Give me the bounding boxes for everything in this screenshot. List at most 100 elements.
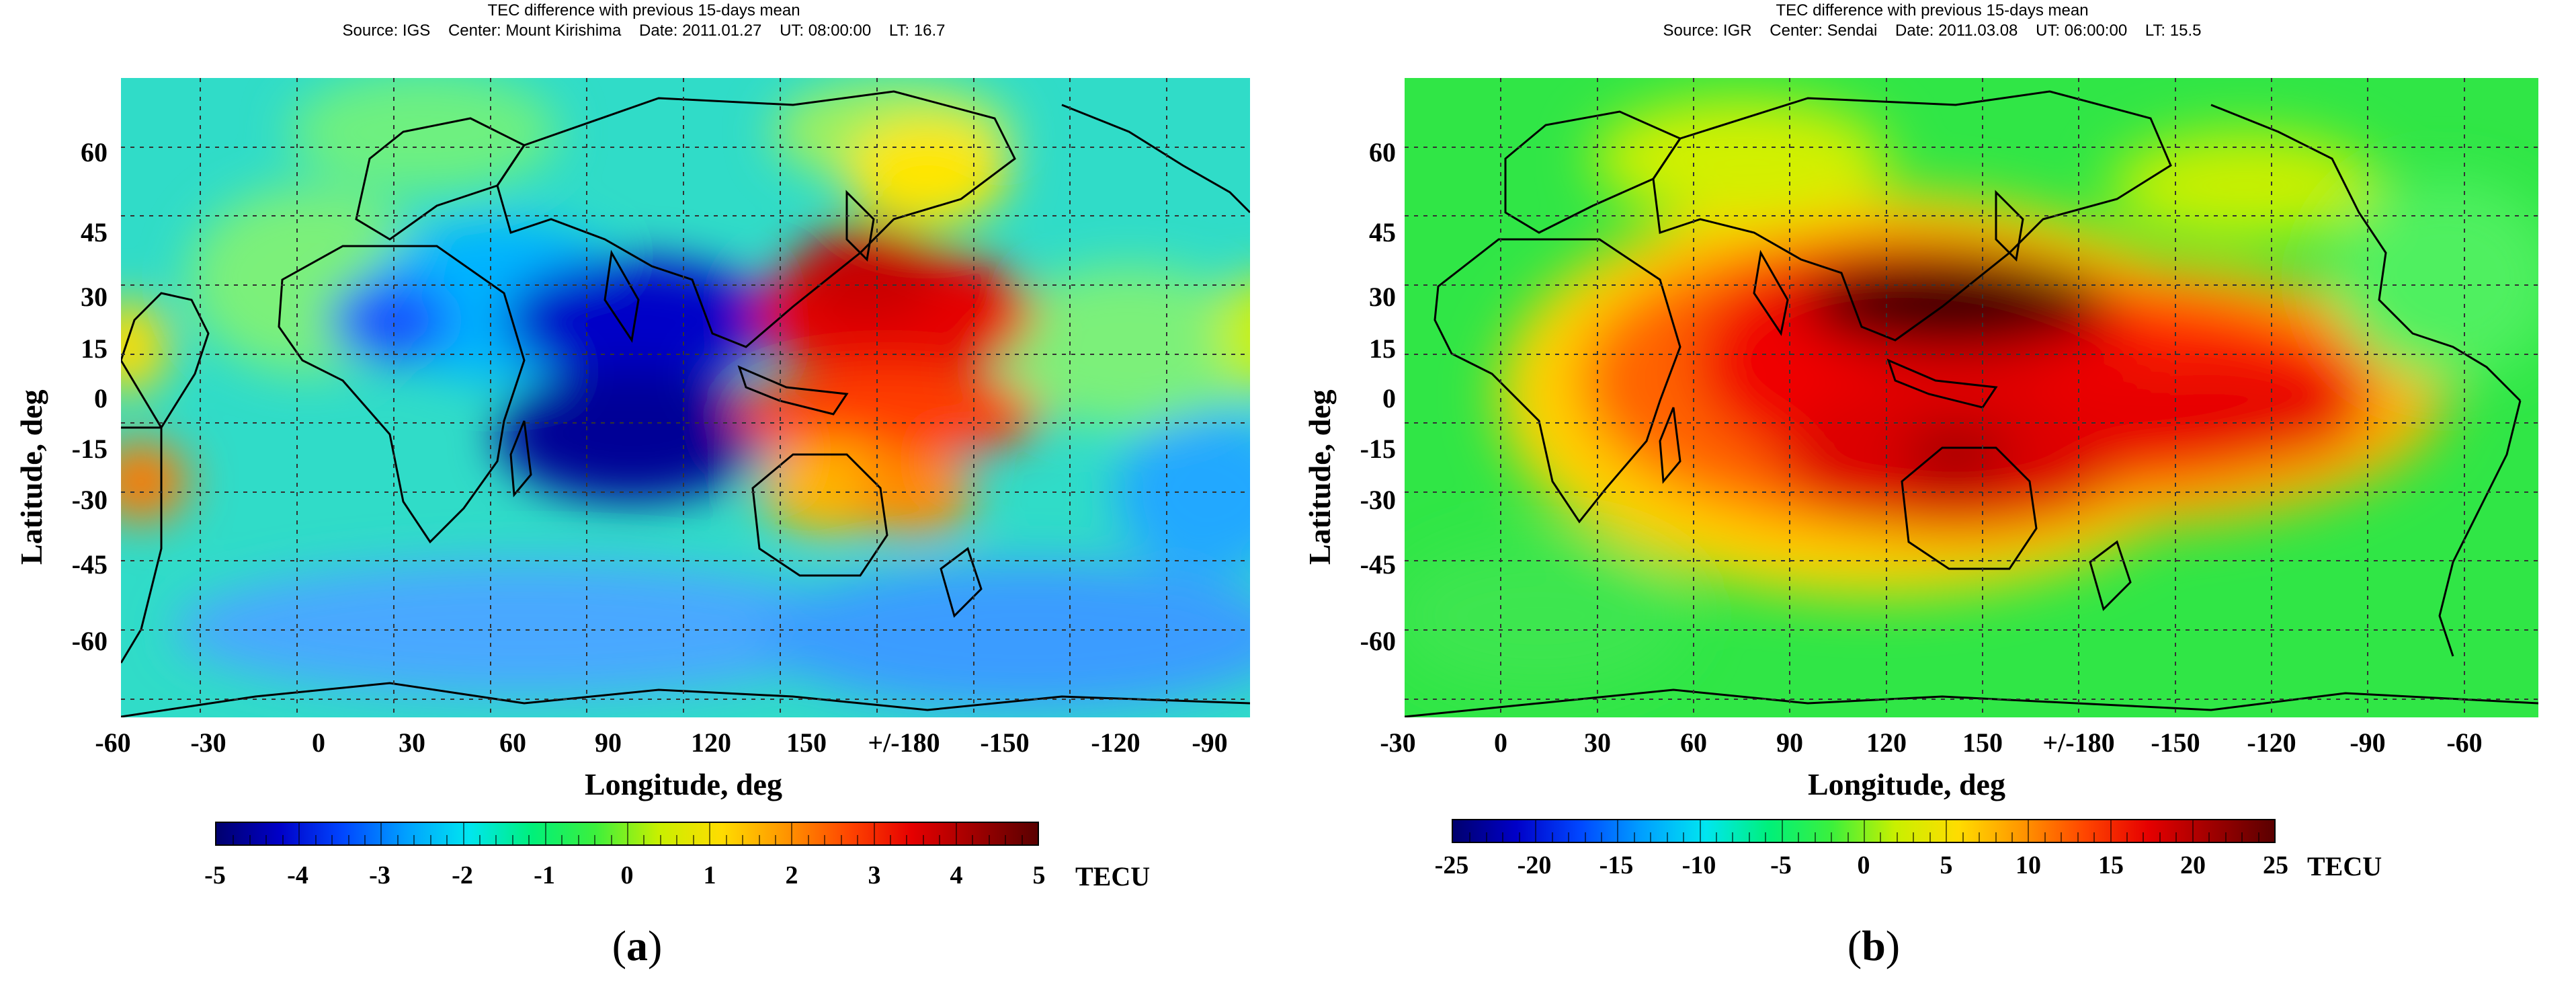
japan-coast bbox=[1995, 190, 2024, 262]
panel-a-colorbar-minor-tick bbox=[791, 823, 793, 844]
panel-b-colorbar-minor-tick bbox=[2028, 820, 2030, 842]
panel-a-colorbar-minor-tick bbox=[709, 823, 711, 844]
panel-a-colorbar-minor-tick bbox=[249, 834, 251, 844]
panel-a-colorbar-minor-tick bbox=[774, 834, 776, 844]
panel-a-colorbar-minor-tick bbox=[561, 834, 563, 844]
panel-b-colorbar-minor-tick bbox=[1864, 820, 1865, 842]
panel-a-xtick: -60 bbox=[95, 727, 131, 758]
panel-b: TEC difference with previous 15-days mea… bbox=[1288, 0, 2576, 989]
panel-b-xtick: -30 bbox=[1380, 727, 1416, 758]
panel-b-colorbar-tick: 10 bbox=[2016, 851, 2041, 879]
panel-a-ytick: 45 bbox=[81, 217, 108, 247]
panel-b-colorbar-unit: TECU bbox=[2307, 851, 2382, 881]
panel-b-colorbar-minor-tick bbox=[2011, 832, 2013, 842]
panel-a-colorbar-tick: 3 bbox=[868, 861, 881, 889]
panel-a-colorbar-minor-tick bbox=[972, 834, 974, 844]
panel-a-xtick: 60 bbox=[499, 727, 526, 758]
panel-b-colorbar-minor-tick bbox=[1551, 832, 1553, 842]
panel-b-header-info: Source: IGR Center: Sendai Date: 2011.03… bbox=[1663, 22, 2202, 40]
panel-a-colorbar-minor-tick bbox=[315, 834, 317, 844]
panel-b-colorbar-minor-tick bbox=[1896, 832, 1898, 842]
panel-a-ytick: 60 bbox=[81, 137, 108, 167]
new-zealand-coast bbox=[940, 547, 983, 618]
panel-a-colorbar-minor-tick bbox=[347, 834, 349, 844]
panel-a-colorbar-minor-tick bbox=[495, 834, 497, 844]
panel-a-colorbar-minor-tick bbox=[479, 834, 481, 844]
panel-a-colorbar-minor-tick bbox=[890, 834, 892, 844]
panel-a-colorbar-minor-tick bbox=[742, 834, 744, 844]
panel-a-colorbar-minor-tick bbox=[380, 823, 382, 844]
panel-b-colorbar-minor-tick bbox=[1683, 832, 1685, 842]
panel-b-colorbar-minor-tick bbox=[2192, 820, 2194, 842]
panel-b-colorbar-minor-tick bbox=[1880, 832, 1882, 842]
panel-b-colorbar-minor-tick bbox=[1798, 832, 1800, 842]
panel-b-colorbar-minor-tick bbox=[2175, 832, 2177, 842]
panel-a-ytick: -45 bbox=[71, 549, 108, 580]
panel-b-colorbar-minor-tick bbox=[2126, 832, 2128, 842]
panel-b-xtick: -120 bbox=[2247, 727, 2296, 758]
panel-a-colorbar-minor-tick bbox=[692, 834, 694, 844]
panel-a-colorbar bbox=[215, 822, 1039, 846]
panel-b-colorbar-minor-tick bbox=[1748, 832, 1750, 842]
panel-a-colorbar-tick: 2 bbox=[785, 861, 798, 889]
panel-b-ytick: -30 bbox=[1360, 485, 1396, 515]
panel-b-ytick: 15 bbox=[1369, 333, 1396, 364]
panel-b-ytick: -45 bbox=[1360, 549, 1396, 580]
panel-b-map-svg bbox=[1405, 78, 2538, 717]
india-coast bbox=[604, 249, 640, 343]
panel-a-xtick: -30 bbox=[190, 727, 226, 758]
madagascar-coast bbox=[509, 420, 532, 498]
panel-b-xtick: 30 bbox=[1584, 727, 1611, 758]
tec-anomaly-field bbox=[1405, 98, 2538, 690]
panel-b-colorbar-minor-tick bbox=[1666, 832, 1668, 842]
panel-a-colorbar-unit: TECU bbox=[1075, 861, 1151, 892]
panel-b-colorbar-minor-tick bbox=[1633, 832, 1635, 842]
panel-a-ytick: -30 bbox=[71, 485, 108, 515]
panel-b-colorbar-minor-tick bbox=[2225, 832, 2227, 842]
panel-a-tec-map bbox=[121, 78, 1250, 717]
panel-a-ytick: 30 bbox=[81, 282, 108, 312]
south-america-south bbox=[121, 426, 163, 664]
india-coast bbox=[1753, 249, 1789, 336]
panel-a-colorbar-minor-tick bbox=[610, 834, 612, 844]
panel-b-colorbar-tick: -25 bbox=[1434, 851, 1469, 879]
panel-b-colorbar-tick: -20 bbox=[1517, 851, 1552, 879]
panel-b-colorbar-tick: 15 bbox=[2098, 851, 2124, 879]
panel-a-colorbar-minor-tick bbox=[906, 834, 908, 844]
panel-b-xtick: -60 bbox=[2446, 727, 2483, 758]
panel-b-colorbar-minor-tick bbox=[2110, 820, 2112, 842]
panel-a-colorbar-minor-tick bbox=[659, 834, 661, 844]
panel-b-colorbar-minor-tick bbox=[2257, 832, 2259, 842]
panel-b-ytick: 30 bbox=[1369, 282, 1396, 312]
japan-coast bbox=[845, 190, 875, 262]
antarctica-coast bbox=[121, 682, 1250, 717]
panel-b-colorbar-minor-tick bbox=[1650, 832, 1652, 842]
panel-b-xtick: 0 bbox=[1494, 727, 1507, 758]
panel-a-colorbar-minor-tick bbox=[857, 834, 859, 844]
panel-b-ylabel: Latitude, deg bbox=[1302, 389, 1337, 565]
panel-a-colorbar-minor-tick bbox=[577, 834, 579, 844]
panel-a-xtick: +/-180 bbox=[868, 727, 940, 758]
panel-a-colorbar-minor-tick bbox=[955, 823, 957, 844]
panel-a-xtick: 150 bbox=[786, 727, 827, 758]
panel-b-colorbar-tick: 0 bbox=[1857, 851, 1870, 879]
panel-a-colorbar-tick: 1 bbox=[703, 861, 716, 889]
panel-b-colorbar-minor-tick bbox=[1716, 832, 1718, 842]
panel-a-colorbar-minor-tick bbox=[528, 834, 530, 844]
panel-a-header-title: TEC difference with previous 15-days mea… bbox=[487, 1, 800, 19]
panel-a-colorbar-minor-tick bbox=[462, 823, 464, 844]
panel-b-colorbar-minor-tick bbox=[1732, 832, 1734, 842]
panel-b-colorbar-tick: 20 bbox=[2180, 851, 2206, 879]
indonesia-coast bbox=[737, 365, 849, 416]
asia-coast bbox=[496, 90, 1016, 348]
panel-a-colorbar-minor-tick bbox=[429, 834, 431, 844]
panel-b-ytick: 45 bbox=[1369, 217, 1396, 247]
panel-a-colorbar-minor-tick bbox=[511, 834, 513, 844]
panel-b-xtick: 60 bbox=[1680, 727, 1707, 758]
panel-a-colorbar-minor-tick bbox=[1005, 834, 1007, 844]
panel-b-ytick: 0 bbox=[1382, 383, 1396, 413]
panel-b-colorbar-minor-tick bbox=[1469, 832, 1471, 842]
africa-coast bbox=[278, 245, 526, 544]
panel-a-xtick: 90 bbox=[595, 727, 622, 758]
panel-a-map-svg bbox=[121, 78, 1250, 717]
